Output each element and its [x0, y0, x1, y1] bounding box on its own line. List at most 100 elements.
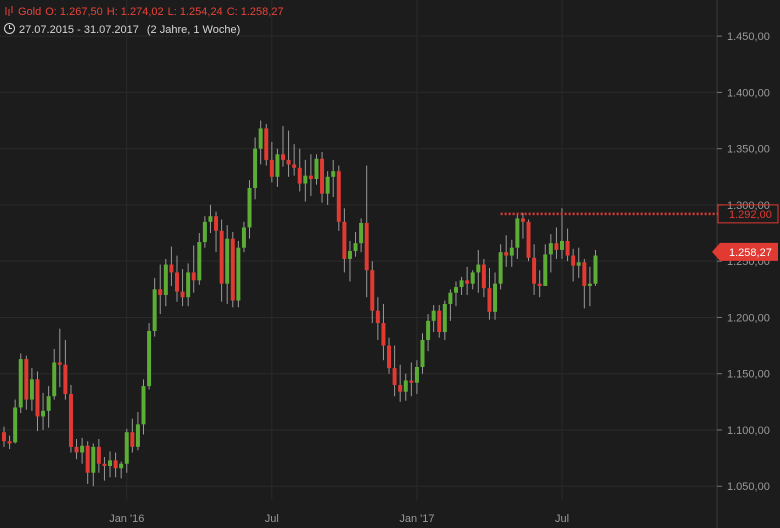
candle-down [537, 283, 542, 286]
candle-up [587, 283, 592, 286]
candle-up [80, 445, 85, 453]
candle-up [253, 148, 258, 189]
period-label: (2 Jahre, 1 Woche) [146, 24, 241, 36]
candle-up [442, 303, 447, 333]
candle-down [24, 359, 29, 400]
candle-down [465, 280, 470, 284]
date-range: 27.07.2015 - 31.07.2017 [19, 24, 139, 36]
candle-up [13, 407, 18, 443]
candle-up [46, 396, 51, 411]
candle-up [147, 330, 152, 387]
candle-down [526, 221, 531, 258]
candle-up [420, 339, 425, 367]
candle-down [437, 310, 442, 333]
bar-chart-icon [5, 6, 13, 16]
clock-icon [4, 23, 15, 34]
candle-down [582, 262, 587, 286]
candle-down [565, 240, 570, 256]
candle-up [108, 460, 113, 466]
candle-down [292, 164, 297, 168]
candle-up [403, 380, 408, 392]
grid-lines [0, 0, 716, 500]
high-value: H: 1.274,02 [106, 6, 164, 18]
candle-up [426, 320, 431, 340]
candle-up [247, 188, 252, 228]
y-tick-label: 1.300,00 [727, 200, 770, 212]
candle-up [152, 289, 157, 331]
candle-down [180, 291, 185, 298]
y-tick-label: 1.450,00 [727, 31, 770, 43]
candle-down [63, 364, 68, 394]
candle-up [509, 247, 514, 256]
candle-down [102, 463, 107, 466]
candle-down [392, 368, 397, 385]
candle-up [208, 216, 213, 222]
candle-down [85, 445, 90, 473]
x-tick-label: Jul [555, 513, 569, 525]
candle-up [303, 175, 308, 184]
candle-up [314, 158, 319, 180]
candle-down [375, 310, 380, 324]
candle-down [571, 255, 576, 266]
current-price-marker [712, 242, 778, 261]
y-tick-label: 1.050,00 [727, 481, 770, 493]
candle-down [364, 222, 369, 271]
y-tick-label: 1.350,00 [727, 144, 770, 156]
y-axis: 1.050,001.100,001.150,001.200,001.250,00… [717, 31, 770, 493]
candle-up [476, 264, 481, 273]
candle-up [202, 221, 207, 243]
candle-down [219, 230, 224, 284]
candle-up [52, 362, 57, 397]
candle-down [174, 272, 179, 292]
candle-down [74, 446, 79, 453]
candle-down [57, 362, 62, 365]
candle-down [370, 270, 375, 311]
candle-down [281, 154, 285, 160]
candle-down [286, 159, 291, 165]
close-value: C: 1.258,27 [226, 6, 284, 18]
candle-down [381, 323, 386, 346]
candle-down [169, 264, 174, 273]
candle-up [431, 310, 436, 321]
candle-up [258, 128, 263, 149]
x-tick-label: Jan '16 [109, 513, 144, 525]
candle-down [387, 345, 392, 369]
candle-up [41, 410, 46, 417]
x-tick-label: Jul [265, 513, 279, 525]
date-range-header: 27.07.2015 - 31.07.2017 (2 Jahre, 1 Woche… [4, 23, 244, 36]
candle-down [297, 167, 302, 184]
candle-down [68, 393, 73, 447]
resistance-label-box [717, 204, 779, 224]
candle-down [230, 238, 235, 301]
candle-down [264, 128, 269, 160]
candle-down [342, 221, 347, 259]
x-axis: Jan '16 Jul Jan '17 Jul [109, 513, 569, 525]
candle-up [560, 240, 564, 250]
candle-down [487, 288, 492, 312]
candle-up [453, 287, 458, 293]
candle-up [124, 432, 129, 464]
candle-up [359, 222, 364, 244]
resistance-label: 1.292,00 [729, 209, 772, 221]
current-price-label: 1.258,27 [729, 247, 772, 259]
candle-up [448, 292, 453, 304]
candle-up [225, 238, 230, 284]
candle-down [336, 171, 341, 222]
candle-down [2, 432, 6, 442]
y-tick-label: 1.100,00 [727, 425, 770, 437]
y-tick-label: 1.150,00 [727, 369, 770, 381]
candle-down [96, 446, 101, 464]
candle-up [498, 252, 503, 284]
candle-up [493, 283, 498, 312]
candle-up [29, 379, 34, 400]
candle-up [197, 242, 202, 281]
candle-up [241, 227, 246, 248]
y-tick-label: 1.400,00 [727, 87, 770, 99]
candle-up [163, 264, 168, 295]
candle-down [158, 289, 163, 295]
candle-up [119, 463, 124, 469]
candle-down [35, 379, 40, 417]
candle-up [236, 247, 241, 301]
candle-up [353, 243, 358, 252]
candle-up [18, 359, 23, 408]
